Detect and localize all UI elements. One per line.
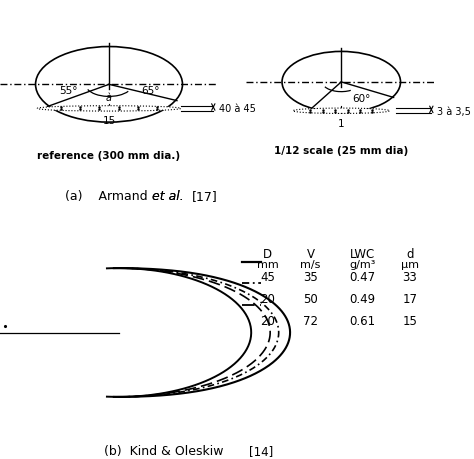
Text: d: d	[406, 248, 414, 261]
Ellipse shape	[37, 106, 181, 112]
Text: V: V	[307, 248, 314, 261]
Text: 33: 33	[402, 271, 418, 284]
Text: reference (300 mm dia.): reference (300 mm dia.)	[37, 151, 181, 161]
Text: 45: 45	[260, 271, 275, 284]
Text: 40 à 45: 40 à 45	[219, 104, 256, 114]
Text: 55°: 55°	[59, 86, 77, 96]
Text: à: à	[106, 93, 112, 103]
Text: 1/12 scale (25 mm dia): 1/12 scale (25 mm dia)	[274, 146, 409, 156]
Text: 0.49: 0.49	[349, 292, 376, 306]
Text: LWC: LWC	[350, 248, 375, 261]
Text: 20: 20	[260, 292, 275, 306]
Text: et al.: et al.	[152, 190, 183, 203]
Text: 35: 35	[303, 271, 318, 284]
Text: D: D	[263, 248, 273, 261]
Text: 65°: 65°	[141, 86, 159, 96]
Text: (a)    Armand: (a) Armand	[65, 190, 152, 203]
Text: [17]: [17]	[192, 190, 218, 203]
Text: 0.47: 0.47	[349, 271, 376, 284]
Text: 15: 15	[102, 116, 116, 126]
Text: mm: mm	[257, 260, 279, 270]
Text: 15: 15	[402, 314, 418, 327]
Text: 1: 1	[338, 118, 345, 129]
Text: [14]: [14]	[249, 444, 273, 457]
Text: μm: μm	[401, 260, 419, 270]
Text: 17: 17	[402, 292, 418, 306]
Text: 72: 72	[303, 314, 318, 327]
Ellipse shape	[293, 109, 390, 114]
Text: 3 à 3,5: 3 à 3,5	[437, 106, 471, 117]
Text: m/s: m/s	[301, 260, 320, 270]
Text: et al.: et al.	[152, 190, 183, 203]
Text: (b)  Kind & Oleskiw: (b) Kind & Oleskiw	[104, 444, 228, 457]
Text: g/m³: g/m³	[349, 260, 376, 270]
Text: 0.61: 0.61	[349, 314, 376, 327]
Text: 60°: 60°	[353, 94, 371, 103]
Text: 20: 20	[260, 314, 275, 327]
Text: 50: 50	[303, 292, 318, 306]
